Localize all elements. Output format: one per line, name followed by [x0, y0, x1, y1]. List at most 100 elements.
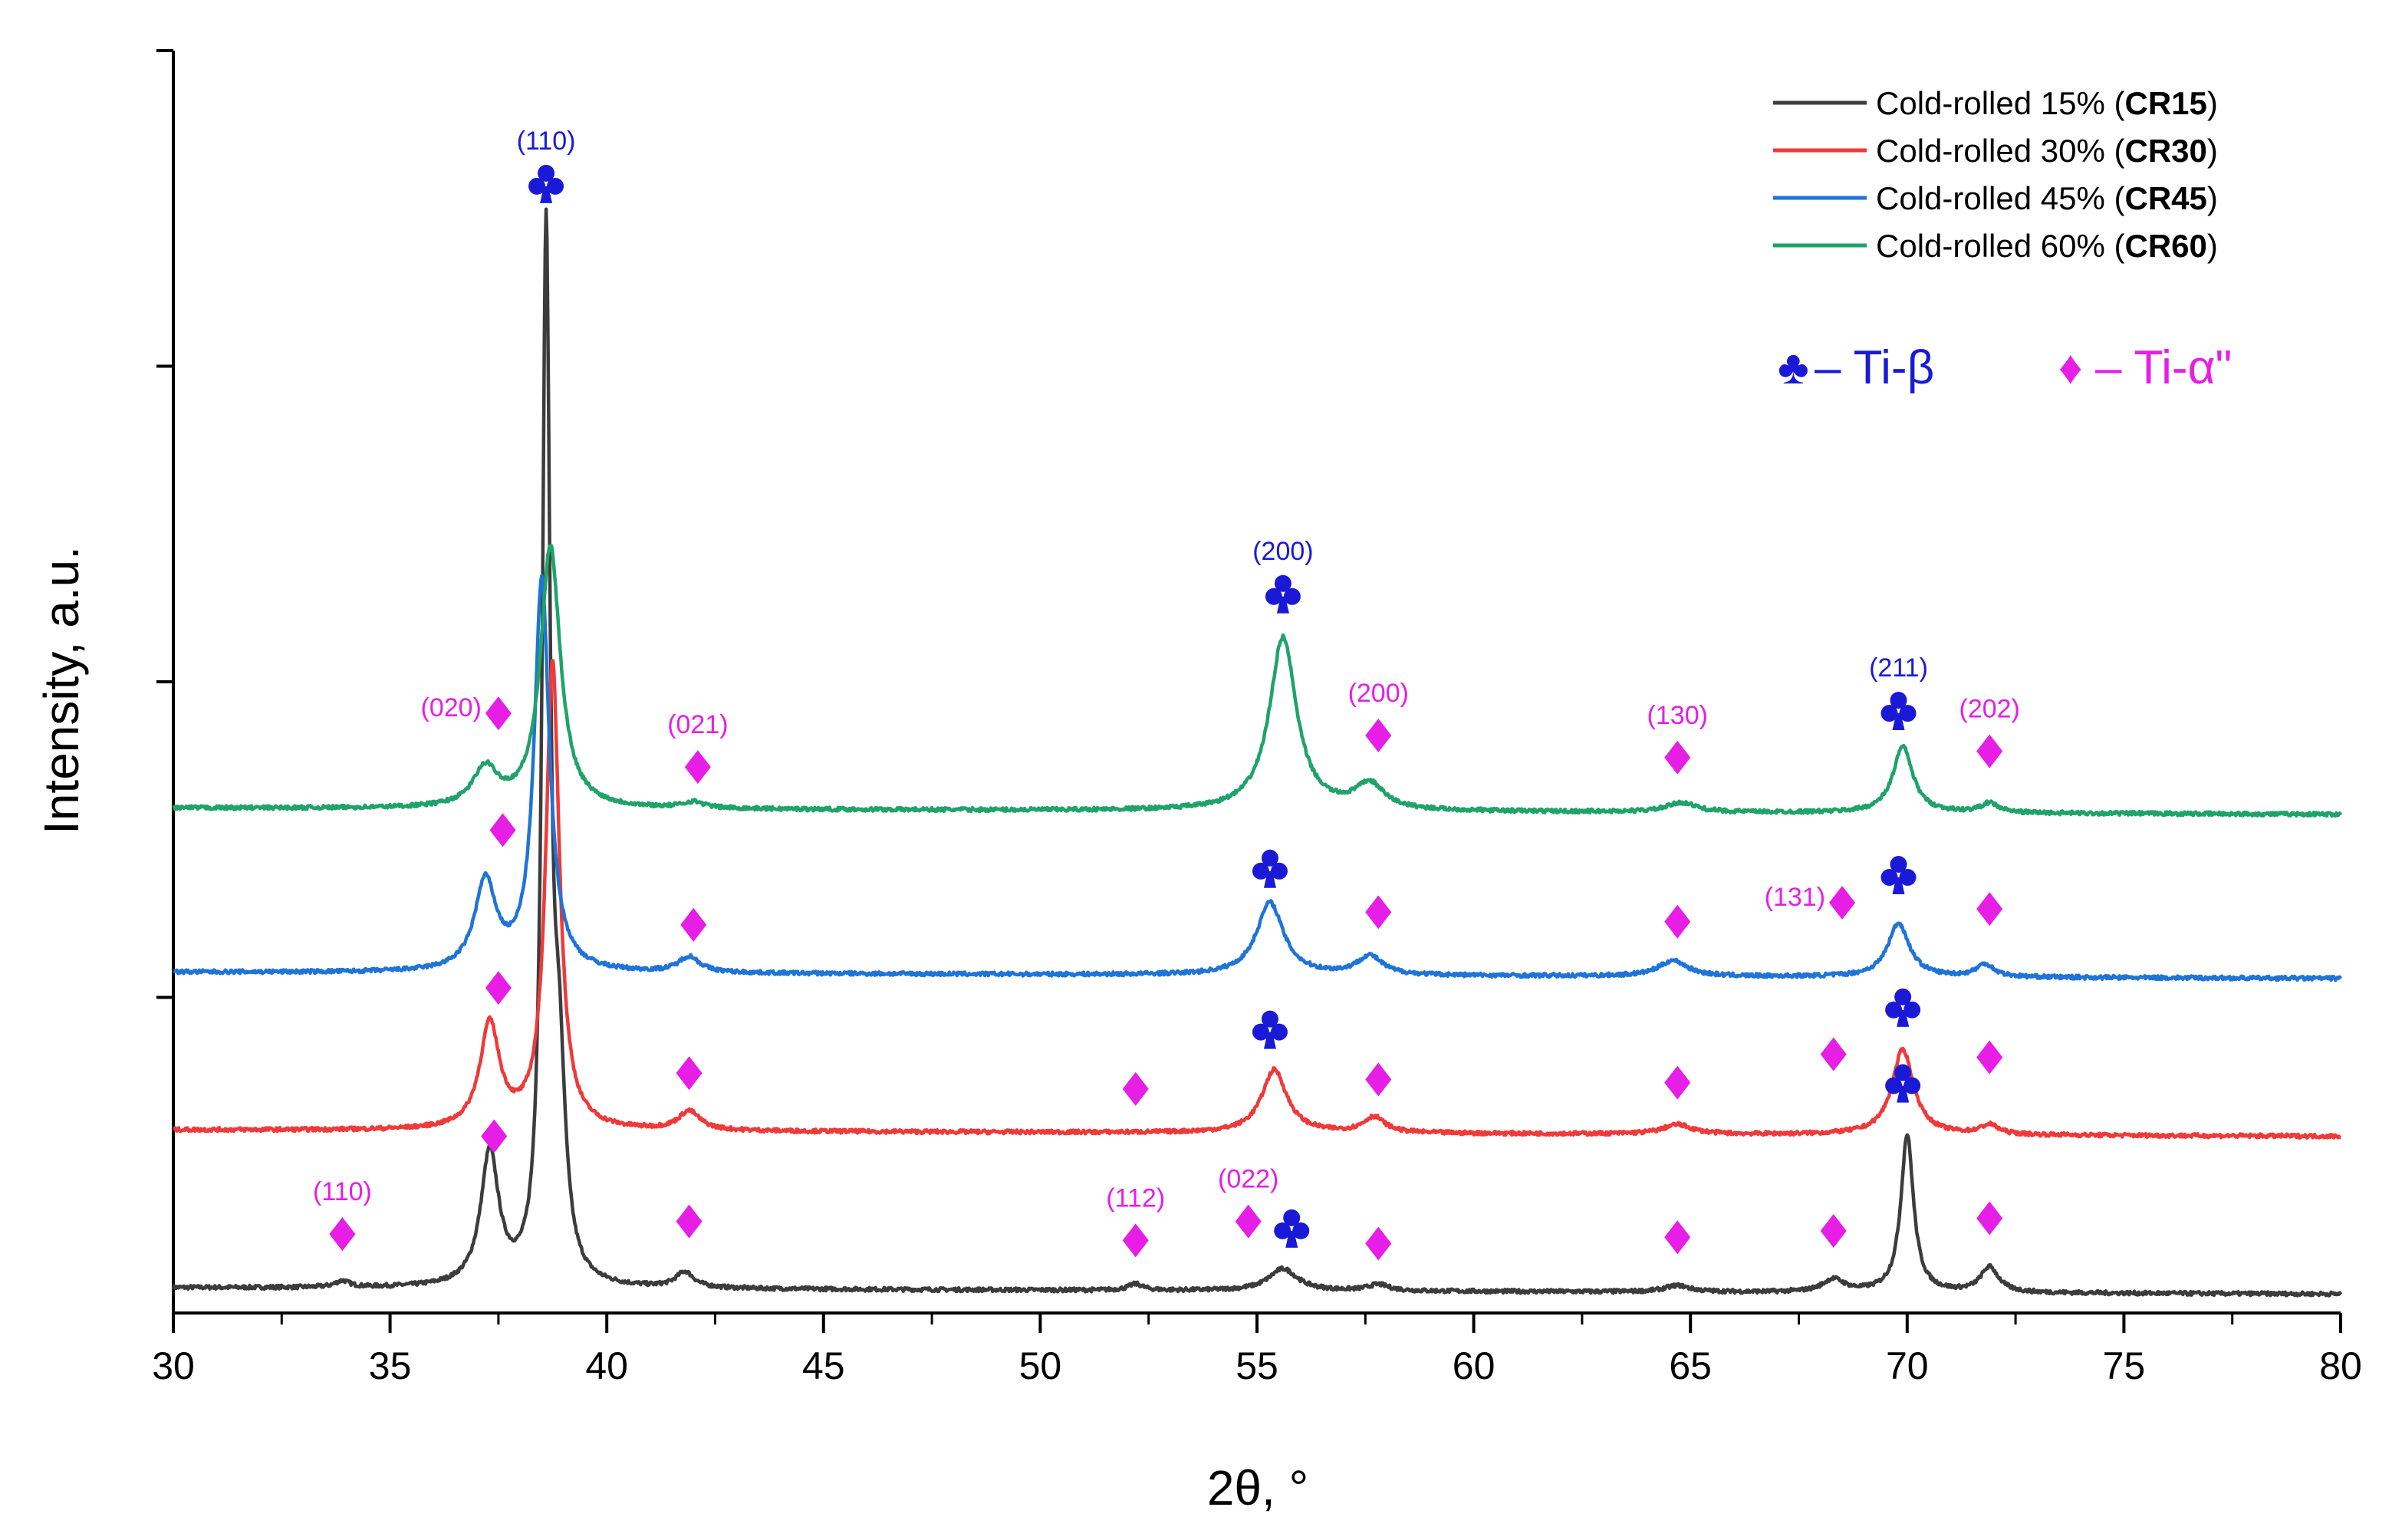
legend-code: CR45: [2124, 180, 2206, 216]
x-tick-label: 40: [585, 1344, 628, 1387]
club-lobe-right: [1899, 869, 1917, 887]
ti-alpha-diamond-marker: [1976, 1040, 2003, 1074]
legend-name: Cold-rolled 60% (: [1876, 228, 2124, 264]
club-lobe-right: [1904, 1077, 1921, 1094]
miller-index-label: (110): [517, 127, 576, 156]
club-lobe-right: [1270, 862, 1288, 880]
ti-alpha-diamond-marker: [1365, 1062, 1392, 1097]
series-line-cr60: [172, 544, 2343, 818]
ti-beta-club-marker: [1252, 1010, 1288, 1049]
club-stem: [540, 186, 553, 203]
phase-legend-symbol-alpha: ♦: [2058, 341, 2083, 394]
miller-index-label: (200): [1252, 537, 1313, 566]
club-lobe-top: [1894, 1064, 1912, 1081]
club-lobe-left: [1880, 705, 1898, 722]
club-lobe-right: [547, 177, 564, 195]
club-lobe-left: [528, 177, 546, 195]
ti-alpha-diamond-marker: [1976, 892, 2003, 926]
series-line-cr15: [171, 207, 2342, 1298]
miller-index-label: (130): [1647, 701, 1708, 730]
club-stem: [1897, 1009, 1910, 1027]
ti-beta-club-marker: [1885, 1064, 1921, 1103]
club-lobe-right: [1283, 587, 1301, 605]
miller-index-label: (112): [1106, 1183, 1165, 1213]
legend-label-cr45: Cold-rolled 45% (CR45): [1876, 180, 2218, 216]
miller-index-label: (021): [667, 710, 728, 739]
ti-beta-club-marker: [1880, 856, 1917, 895]
ti-alpha-diamond-marker: [1122, 1071, 1149, 1106]
legend-close: ): [2207, 133, 2218, 169]
miller-index-label: (020): [421, 693, 482, 722]
x-tick-label: 60: [1453, 1344, 1495, 1387]
miller-index-label: (200): [1348, 679, 1409, 708]
club-stem: [1897, 1085, 1910, 1103]
ti-alpha-diamond-marker: [1664, 740, 1691, 775]
club-lobe-left: [1880, 869, 1898, 887]
legend-code: CR60: [2124, 228, 2206, 264]
club-lobe-top: [1894, 988, 1912, 1005]
club-stem: [1276, 596, 1289, 614]
x-tick-label: 75: [2103, 1344, 2146, 1387]
ti-alpha-diamond-marker: [684, 750, 711, 785]
ti-alpha-diamond-marker: [1664, 1065, 1691, 1100]
ti-alpha-diamond-marker: [489, 813, 516, 847]
miller-index-label: (110): [313, 1177, 372, 1206]
legend-code: CR15: [2124, 85, 2206, 121]
ti-alpha-diamond-marker: [680, 907, 707, 942]
club-stem: [1892, 713, 1905, 731]
series-line-cr30: [172, 659, 2342, 1140]
club-stem: [1263, 870, 1276, 888]
ti-alpha-diamond-marker: [1365, 895, 1392, 930]
phase-legend-symbol-beta: ♣: [1778, 341, 1809, 394]
ti-alpha-diamond-marker: [481, 1119, 508, 1153]
ti-beta-club-marker: [1274, 1209, 1310, 1248]
club-stem: [1263, 1032, 1276, 1049]
ti-alpha-diamond-marker: [485, 696, 512, 731]
ti-alpha-diamond-marker: [1235, 1204, 1262, 1239]
peak-markers: (110) (200) (211) (020) (021) (200) (130) (202)…: [313, 127, 2020, 1261]
ti-alpha-diamond-marker: [1664, 904, 1691, 939]
club-lobe-right: [1904, 1001, 1921, 1018]
series-layer: [171, 207, 2343, 1298]
legend-label-cr15: Cold-rolled 15% (CR15): [1876, 85, 2218, 121]
x-tick-label: 50: [1019, 1344, 1062, 1387]
miller-index-label: (211): [1869, 653, 1928, 683]
ti-alpha-diamond-marker: [485, 971, 512, 1005]
ti-beta-club-marker: [1885, 988, 1921, 1027]
ti-alpha-diamond-marker: [1365, 718, 1392, 752]
ti-alpha-diamond-marker: [1664, 1220, 1691, 1255]
legend-close: ): [2207, 228, 2218, 264]
club-stem: [1285, 1230, 1298, 1248]
club-lobe-top: [1890, 856, 1907, 874]
x-tick-label: 55: [1236, 1344, 1278, 1387]
club-lobe-left: [1252, 862, 1269, 880]
club-lobe-top: [1283, 1209, 1301, 1226]
legend-code: CR30: [2124, 133, 2206, 169]
x-tick-label: 45: [802, 1344, 845, 1387]
legend: Cold-rolled 15% (CR15)Cold-rolled 30% (C…: [1773, 85, 2232, 394]
ti-alpha-diamond-marker: [1122, 1223, 1149, 1258]
x-tick-label: 80: [2319, 1344, 2362, 1387]
axes: 30 35 40 45 50 55 60 65 70 75 80: [152, 49, 2362, 1387]
legend-name: Cold-rolled 15% (: [1876, 85, 2124, 121]
ti-alpha-diamond-marker: [1829, 886, 1856, 920]
club-lobe-left: [1265, 587, 1282, 605]
x-tick-label: 35: [369, 1344, 412, 1387]
club-lobe-top: [538, 164, 555, 182]
ti-alpha-diamond-marker: [1976, 734, 2003, 768]
x-axis-title: 2θ, °: [1207, 1460, 1308, 1515]
x-tick-label: 65: [1669, 1344, 1712, 1387]
x-tick-label: 30: [152, 1344, 195, 1387]
miller-index-label: (022): [1218, 1165, 1278, 1194]
ti-alpha-diamond-marker: [1820, 1037, 1847, 1071]
ti-alpha-diamond-marker: [1976, 1201, 2003, 1236]
club-lobe-right: [1292, 1222, 1310, 1239]
miller-index-label: (131): [1765, 883, 1825, 912]
ti-alpha-diamond-marker: [329, 1217, 356, 1252]
y-axis-title: Intensity, a.u.: [34, 546, 89, 834]
ti-beta-club-marker: [528, 164, 564, 203]
club-lobe-top: [1261, 849, 1278, 867]
ti-beta-club-marker: [1880, 692, 1917, 731]
club-lobe-left: [1274, 1222, 1291, 1239]
